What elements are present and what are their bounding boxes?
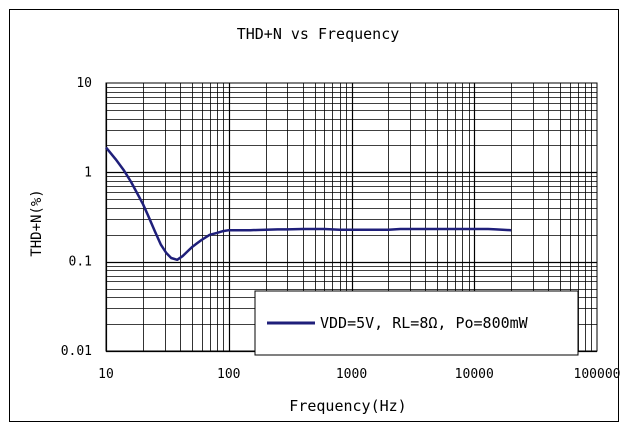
- y-tick-label: 1: [84, 165, 92, 180]
- y-tick-label: 0.01: [61, 344, 92, 359]
- y-axis-label: THD+N(%): [29, 189, 45, 256]
- legend-label: VDD=5V, RL=8Ω, Po=800mW: [320, 314, 529, 332]
- series-line: [105, 146, 512, 262]
- x-axis-ticks: 10 100 1000 10000 100000: [98, 367, 620, 382]
- x-tick-label: 1000: [336, 367, 367, 382]
- x-tick-label: 100000: [574, 367, 621, 382]
- y-tick-label: 10: [76, 76, 92, 91]
- y-axis-ticks: 0.01 0.1 1 10: [61, 76, 92, 359]
- series-group: [105, 146, 512, 262]
- x-tick-label: 10000: [455, 367, 494, 382]
- x-tick-label: 100: [217, 367, 240, 382]
- legend: VDD=5V, RL=8Ω, Po=800mW: [254, 290, 579, 356]
- y-tick-label: 0.1: [69, 255, 92, 270]
- x-axis-label: Frequency(Hz): [289, 397, 406, 415]
- grid: [105, 83, 597, 353]
- chart-title: THD+N vs Frequency: [237, 25, 400, 43]
- x-tick-label: 10: [98, 367, 114, 382]
